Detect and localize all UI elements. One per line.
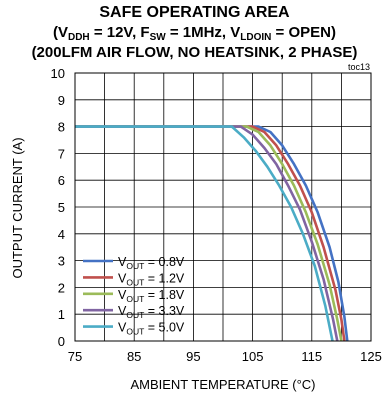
plot-frame <box>74 72 372 342</box>
legend-entry-sub: OUT <box>126 310 144 320</box>
axes: 75 85 95 105 115 125 0 1 2 3 4 5 6 7 8 9 10 <box>51 66 382 364</box>
x-tick-label: 75 <box>68 349 82 364</box>
series-line <box>75 125 334 342</box>
legend-entry: VOUT = 3.3V <box>118 304 185 320</box>
subtitle-part: = 1MHz, V <box>165 24 241 41</box>
x-tick-label: 115 <box>301 349 322 364</box>
y-tick-label: 6 <box>58 173 65 188</box>
legend-entry-main: V <box>118 288 127 302</box>
y-tick-label: 5 <box>58 200 65 215</box>
y-tick-label: 1 <box>58 307 65 322</box>
y-tick-label: 3 <box>58 254 65 269</box>
series-line <box>75 125 339 342</box>
legend-entry-sub: OUT <box>126 327 144 337</box>
x-tick-label: 125 <box>360 349 382 364</box>
legend-entry: VOUT = 1.8V <box>118 288 185 304</box>
y-tick-label: 9 <box>58 93 65 108</box>
legend-entry-main: V <box>118 321 127 335</box>
subtitle-part: = 12V, F <box>89 24 150 41</box>
x-tick-label: 105 <box>242 349 264 364</box>
legend-entry-main: V <box>118 255 127 269</box>
chart-subtitle-airflow: (200LFM AIR FLOW, NO HEATSINK, 2 PHASE) <box>31 44 358 61</box>
y-tick-label: 8 <box>58 120 65 135</box>
y-tick-label: 4 <box>58 227 65 242</box>
legend-entry-value: = 1.2V <box>144 271 185 285</box>
legend-entry-value: = 1.8V <box>144 288 185 302</box>
legend-entry-sub: OUT <box>126 261 144 271</box>
y-tick-label: 7 <box>58 146 65 161</box>
x-tick-label: 85 <box>127 349 141 364</box>
chart-title: SAFE OPERATING AREA <box>99 4 290 21</box>
subtitle-part: (V <box>52 24 68 41</box>
y-tick-label: 2 <box>58 280 65 295</box>
legend-entry-main: V <box>118 304 127 318</box>
series-lines <box>75 125 349 342</box>
legend-entry: VOUT = 1.2V <box>118 271 185 287</box>
legend-entry-value: = 5.0V <box>144 321 185 335</box>
legend-entry: VOUT = 5.0V <box>118 321 185 337</box>
legend-entry-main: V <box>118 271 127 285</box>
y-axis-label: OUTPUT CURRENT (A) <box>10 137 25 278</box>
y-tick-label: 0 <box>58 334 65 349</box>
x-tick-label: 95 <box>186 349 200 364</box>
series-line <box>75 125 346 342</box>
x-axis-label: AMBIENT TEMPERATURE (°C) <box>130 377 315 392</box>
legend-entry-sub: OUT <box>126 277 144 287</box>
subtitle-subscript: DDH <box>67 32 90 43</box>
legend-entry-value: = 3.3V <box>144 304 185 318</box>
series-line <box>75 125 349 342</box>
subtitle-part: = OPEN) <box>271 24 336 41</box>
y-tick-label: 10 <box>51 66 65 81</box>
chart-subtitle-conditions: (VDDH = 12V, FSW = 1MHz, VLDOIN = OPEN) <box>0 24 389 43</box>
series-line <box>75 125 343 342</box>
figure-tag: toc13 <box>348 62 370 72</box>
subtitle-subscript: LDOIN <box>240 32 272 43</box>
subtitle-subscript: SW <box>149 32 166 43</box>
legend-entry: VOUT = 0.8V <box>118 255 185 271</box>
legend-entry-value: = 0.8V <box>144 255 185 269</box>
legend-entry-sub: OUT <box>126 294 144 304</box>
